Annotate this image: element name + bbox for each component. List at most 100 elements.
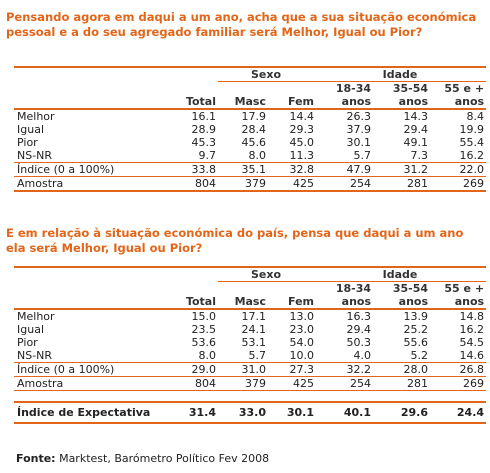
col-header: Fem bbox=[288, 295, 315, 308]
cell-value: 29.4 bbox=[346, 323, 372, 336]
row-label: Pior bbox=[17, 336, 38, 349]
col-header: 55 e + bbox=[444, 82, 485, 95]
cell-value: 16.2 bbox=[459, 323, 485, 336]
row-label: Igual bbox=[17, 323, 44, 336]
header-line1: 18-34 35-54 55 e + bbox=[14, 282, 486, 296]
header-idade: Idade bbox=[316, 266, 487, 282]
row-label: NS-NR bbox=[17, 349, 53, 362]
row-label: Índice (0 a 100%) bbox=[14, 162, 172, 177]
col-header-unit: anos bbox=[398, 295, 429, 308]
cell-value: 269 bbox=[430, 176, 487, 192]
cell-value: 31.4 bbox=[172, 402, 218, 424]
cell-value: 425 bbox=[268, 376, 317, 391]
table-row: Amostra 804 379 425 254 281 269 bbox=[14, 376, 487, 391]
col-header: 35-54 bbox=[392, 82, 429, 95]
cell-value: 17.9 bbox=[218, 108, 268, 123]
cell-value: 29.6 bbox=[373, 402, 431, 424]
col-header-unit: anos bbox=[341, 295, 372, 308]
source-text: Marktest, Barómetro Político Fev 2008 bbox=[55, 452, 270, 465]
cell-value: 24.4 bbox=[430, 402, 487, 424]
cell-value: 49.1 bbox=[403, 136, 429, 149]
cell-value: 55.4 bbox=[459, 136, 485, 149]
question-1-title: Pensando agora em daqui a um ano, acha q… bbox=[6, 10, 477, 39]
cell-value: 254 bbox=[316, 376, 374, 391]
table1-body: Melhor 16.1 17.9 14.4 26.3 14.3 8.4 Igual 28.9 28… bbox=[14, 108, 487, 192]
col-header-unit: anos bbox=[398, 95, 429, 108]
table-row: Igual 28.9 28.4 29.3 37.9 29.4 19.9 bbox=[14, 123, 486, 136]
cell-value: 16.2 bbox=[459, 149, 485, 162]
table-row: NS-NR 8.0 5.7 10.0 4.0 5.2 14.6 bbox=[14, 349, 486, 363]
row-label: Melhor bbox=[14, 108, 172, 123]
cell-value: 45.0 bbox=[289, 136, 315, 149]
table2-body: Melhor 15.0 17.1 13.0 16.3 13.9 14.8 Igual 23.5 2… bbox=[14, 308, 487, 424]
cell-value: 40.1 bbox=[316, 402, 374, 424]
header-line2: Total Masc Fem anos anos anos bbox=[14, 95, 486, 109]
cell-value: 25.2 bbox=[403, 323, 429, 336]
cell-value: 30.1 bbox=[346, 136, 372, 149]
col-header-unit: anos bbox=[341, 95, 372, 108]
cell-value: 33.8 bbox=[172, 162, 218, 177]
col-header-unit: anos bbox=[454, 295, 485, 308]
cell-value: 269 bbox=[430, 376, 487, 391]
cell-value: 254 bbox=[316, 176, 374, 192]
cell-value: 28.0 bbox=[373, 362, 431, 377]
cell-value: 15.0 bbox=[172, 308, 218, 323]
cell-value: 35.1 bbox=[218, 162, 268, 177]
table-country-situation: Sexo Idade 18-34 35-54 55 e + Total Masc… bbox=[14, 266, 487, 424]
cell-value: 379 bbox=[218, 376, 268, 391]
source-label: Fonte: bbox=[16, 452, 56, 465]
row-label: Índice de Expectativa bbox=[14, 402, 172, 424]
cell-value: 23.5 bbox=[191, 323, 217, 336]
cell-value: 14.8 bbox=[430, 308, 487, 323]
spacer-row bbox=[14, 390, 487, 403]
cell-value: 8.4 bbox=[430, 108, 487, 123]
cell-value: 45.3 bbox=[191, 136, 217, 149]
row-label: Pior bbox=[17, 136, 38, 149]
col-header: Fem bbox=[288, 95, 315, 108]
cell-value: 17.1 bbox=[218, 308, 268, 323]
row-label: NS-NR bbox=[17, 149, 53, 162]
cell-value: 30.1 bbox=[268, 402, 317, 424]
row-label: Melhor bbox=[14, 308, 172, 323]
cell-value: 11.3 bbox=[289, 149, 315, 162]
header-group-row: Sexo Idade bbox=[14, 66, 487, 82]
cell-value: 9.7 bbox=[198, 149, 217, 162]
table-row: Índice (0 a 100%) 29.0 31.0 27.3 32.2 28.0 26.… bbox=[14, 362, 487, 377]
table-row: Amostra 804 379 425 254 281 269 bbox=[14, 176, 487, 192]
cell-value: 29.3 bbox=[289, 123, 315, 136]
cell-value: 45.6 bbox=[241, 136, 267, 149]
cell-value: 14.4 bbox=[268, 108, 317, 123]
col-header: 55 e + bbox=[444, 282, 485, 295]
cell-value: 10.0 bbox=[289, 349, 315, 362]
header-sexo: Sexo bbox=[218, 66, 317, 82]
cell-value: 14.3 bbox=[373, 108, 431, 123]
cell-value: 13.9 bbox=[373, 308, 431, 323]
cell-value: 50.3 bbox=[346, 336, 372, 349]
cell-value: 32.8 bbox=[268, 162, 317, 177]
row-label: Índice (0 a 100%) bbox=[14, 362, 172, 377]
table-row: Igual 23.5 24.1 23.0 29.4 25.2 16.2 bbox=[14, 323, 486, 336]
cell-value: 33.0 bbox=[218, 402, 268, 424]
table-row: Pior 45.3 45.6 45.0 30.1 49.1 55.4 bbox=[14, 136, 486, 149]
col-header: 35-54 bbox=[392, 282, 429, 295]
cell-value: 53.1 bbox=[241, 336, 267, 349]
cell-value: 24.1 bbox=[241, 323, 267, 336]
cell-value: 54.5 bbox=[459, 336, 485, 349]
cell-value: 26.8 bbox=[430, 362, 487, 377]
cell-value: 31.0 bbox=[218, 362, 268, 377]
question-2-title: E em relação à situação económica do paí… bbox=[6, 226, 464, 255]
col-header: 18-34 bbox=[335, 282, 372, 295]
header-idade: Idade bbox=[316, 66, 487, 82]
cell-value: 19.9 bbox=[459, 123, 485, 136]
cell-value: 5.7 bbox=[353, 149, 372, 162]
row-label: Igual bbox=[17, 123, 44, 136]
table-row: Índice (0 a 100%) 33.8 35.1 32.8 47.9 31.2 22.… bbox=[14, 162, 487, 177]
cell-value: 29.4 bbox=[403, 123, 429, 136]
cell-value: 4.0 bbox=[353, 349, 372, 362]
table-row: Melhor 15.0 17.1 13.0 16.3 13.9 14.8 bbox=[14, 308, 487, 323]
row-label: Amostra bbox=[14, 376, 172, 391]
col-header: Masc bbox=[234, 295, 266, 308]
cell-value: 13.0 bbox=[268, 308, 317, 323]
cell-value: 5.2 bbox=[410, 349, 429, 362]
cell-value: 27.3 bbox=[268, 362, 317, 377]
